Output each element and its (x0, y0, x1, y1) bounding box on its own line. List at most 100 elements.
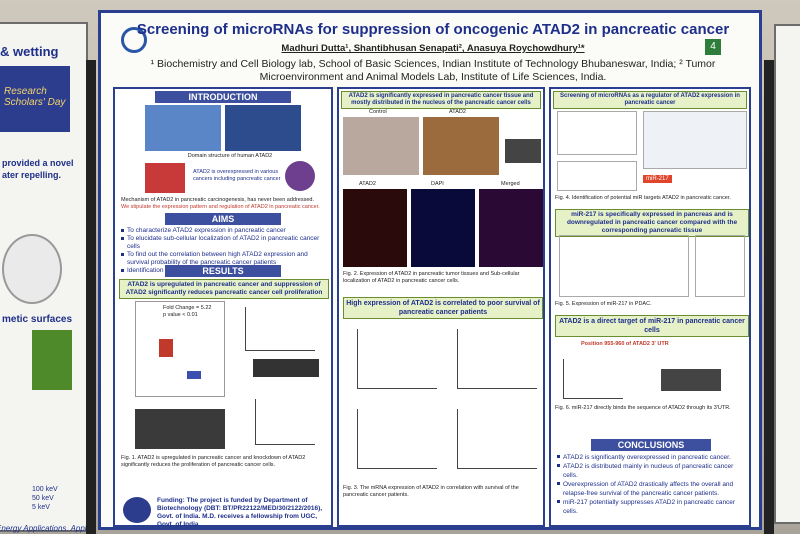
section-heading: CONCLUSIONS (591, 439, 711, 451)
image (145, 105, 221, 151)
column: INTRODUCTION Domain structure of human A… (113, 87, 333, 528)
list-item: miR-217 potentially suppresses ATAD2 in … (557, 498, 749, 516)
section-heading: RESULTS (165, 265, 281, 277)
logo (121, 27, 147, 53)
caption: Fig. 1. ATAD2 is upregulated in pancreat… (121, 455, 306, 468)
label: ATAD2 (449, 109, 466, 115)
poster: Screening of microRNAs for suppression o… (98, 10, 762, 530)
list-item: To find out the correlation between high… (121, 251, 329, 267)
image (225, 105, 301, 151)
label: DAPI (431, 181, 444, 187)
neighbor-text: metic surfaces (2, 314, 73, 325)
bullet-marker (121, 253, 124, 256)
neighbor-text: provided a novel (2, 158, 74, 168)
poster-title: Screening of microRNAs for suppression o… (136, 21, 730, 38)
image (423, 117, 499, 175)
affiliations: ¹ Biochemistry and Cell Biology lab, Sch… (150, 58, 716, 83)
box (159, 339, 173, 357)
figure (695, 235, 745, 297)
figure (559, 235, 689, 297)
blot (505, 139, 541, 163)
subheading: miR-217 is specifically expressed in pan… (555, 209, 749, 237)
list-item: To elucidate sub-cellular localization o… (121, 235, 329, 251)
neighbor-poster: & wetting Research Scholars' Day provide… (0, 22, 88, 533)
annotation: Fold Change = 5.22 (163, 305, 212, 311)
blot (661, 369, 721, 391)
annotation: Position 955-960 of ATAD2 3' UTR (581, 341, 669, 347)
neighbor-legend: 50 keV (32, 495, 54, 502)
bullet-marker (121, 269, 124, 272)
subheading: ATAD2 is significantly expressed in panc… (341, 91, 541, 109)
list-item: ATAD2 is distributed mainly in nucleus o… (557, 462, 749, 480)
list-item: ATAD2 is significantly overexpressed in … (557, 453, 749, 462)
caption: Fig. 5. Expression of miR-217 in PDAC. (555, 301, 652, 307)
blot (253, 359, 319, 377)
caption: Domain structure of human ATAD2 (187, 153, 273, 159)
image (285, 161, 315, 191)
bar-panel (563, 359, 623, 399)
bullet-marker (557, 455, 560, 458)
bullet: Mechanism of ATAD2 in pancreatic carcino… (121, 197, 315, 203)
image (411, 189, 475, 267)
subheading: ATAD2 is upregulated in pancreatic cance… (119, 279, 329, 299)
caption: Fig. 4. Identification of potential miR … (555, 195, 731, 201)
bullet-marker (557, 500, 560, 503)
stand-pole (764, 60, 774, 534)
survival-plot (357, 409, 437, 469)
funding: Funding: The project is funded by Depart… (157, 497, 323, 528)
annotation: p value < 0.01 (163, 312, 198, 318)
image (479, 189, 543, 267)
subheading: High expression of ATAD2 is correlated t… (343, 297, 543, 319)
caption: Fig. 2. Expression of ATAD2 in pancreati… (343, 271, 520, 284)
image (343, 189, 407, 267)
survival-plot (357, 329, 437, 389)
list-item: Overexpression of ATAD2 drastically affe… (557, 480, 749, 498)
badge: 4 (705, 39, 721, 55)
boxplot (135, 301, 225, 397)
column: Screening of microRNAs as a regulator of… (549, 87, 751, 527)
bullet-marker (557, 482, 560, 485)
note: ATAD2 is overexpressed in various cancer… (193, 169, 281, 182)
survival-plot (457, 409, 537, 469)
neighbor-poster (774, 24, 800, 524)
bullet-marker (121, 229, 124, 232)
label: Control (369, 109, 387, 115)
subheading: Screening of microRNAs as a regulator of… (553, 91, 747, 109)
caption: Fig. 6. miR-217 directly binds the seque… (555, 405, 731, 411)
label: miR-217 (643, 175, 672, 183)
bar-panel (245, 307, 315, 351)
authors: Madhuri Dutta¹, Shantibhusan Senapati², … (281, 43, 585, 54)
diagram (557, 161, 637, 191)
section-heading: INTRODUCTION (155, 91, 291, 103)
image (343, 117, 419, 175)
subheading: ATAD2 is a direct target of miR-217 in p… (555, 315, 749, 337)
neighbor-title: & wetting (0, 44, 59, 59)
image (145, 163, 185, 193)
survival-plot (457, 329, 537, 389)
caption: Fig. 3. The mRNA expression of ATAD2 in … (343, 485, 519, 498)
bullet-marker (121, 237, 124, 240)
neighbor-image (32, 330, 72, 390)
label: Merged (501, 181, 520, 187)
list-item: To characterize ATAD2 expression in panc… (121, 227, 329, 235)
table (643, 111, 747, 169)
neighbor-text: ater repelling. (2, 170, 62, 180)
label: ATAD2 (359, 181, 376, 187)
logo (123, 497, 151, 523)
neighbor-event: Research Scholars' Day (0, 66, 70, 132)
column: ATAD2 is significantly expressed in panc… (337, 87, 545, 527)
blot (135, 409, 225, 449)
box (187, 371, 201, 379)
conclusions-list: ATAD2 is significantly overexpressed in … (557, 453, 749, 516)
stand-pole (86, 60, 96, 534)
bullet-marker (557, 464, 560, 467)
bar-panel (255, 399, 315, 445)
neighbor-image (2, 234, 62, 304)
neighbor-legend: 5 keV (32, 504, 50, 511)
section-heading: AIMS (165, 213, 281, 225)
neighbor-legend: 100 keV (32, 486, 58, 493)
bullet: We stipulate the expression pattern and … (121, 204, 320, 210)
diagram (557, 111, 637, 155)
neighbor-text: Energy Applications. Appl (0, 524, 87, 533)
